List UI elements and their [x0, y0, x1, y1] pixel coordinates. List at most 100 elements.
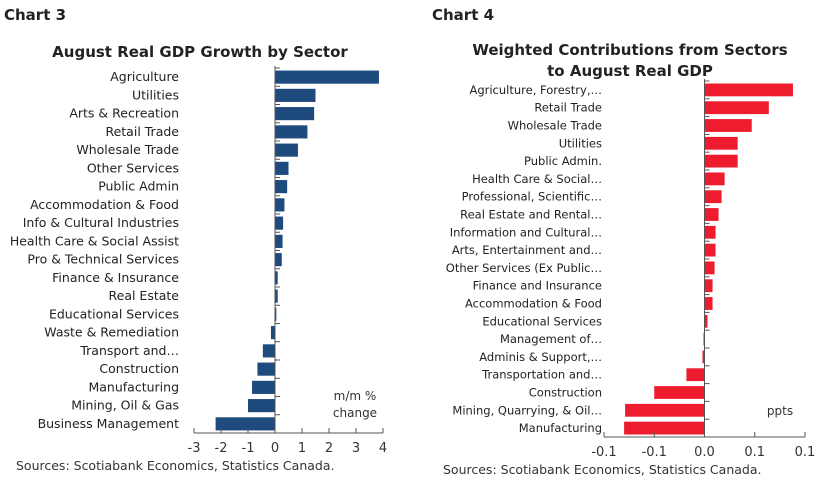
category-label: Waste & Remediation: [44, 325, 179, 340]
bar-0-12: [275, 289, 278, 303]
bar-1-2: [704, 119, 752, 132]
x-tick-label: -1: [242, 441, 255, 456]
chart4-source: Sources: Scotiabank Economics, Statistic…: [443, 462, 762, 477]
bar-0-4: [275, 143, 298, 157]
category-label: Accommodation & Food: [465, 297, 602, 311]
category-label: Pro & Technical Services: [27, 252, 179, 267]
chart3-title: August Real GDP Growth by Sector: [52, 43, 348, 61]
bar-0-19: [215, 417, 275, 431]
bar-0-2: [275, 107, 315, 121]
category-label: Mining, Quarrying, & Oil…: [452, 403, 602, 417]
category-label: Business Management: [38, 416, 180, 431]
category-label: Adminis & Support,…: [479, 350, 602, 364]
x-tick-label: 3: [352, 441, 360, 456]
chart3-source: Sources: Scotiabank Economics, Statistic…: [16, 458, 335, 473]
chart4-unit: ppts: [766, 404, 794, 418]
bar-0-16: [257, 362, 275, 376]
bar-0-11: [275, 271, 278, 285]
category-label: Construction: [99, 361, 179, 376]
category-label: Educational Services: [482, 314, 602, 328]
category-label: Public Admin: [98, 179, 179, 194]
bar-1-10: [704, 261, 715, 275]
bar-1-1: [704, 101, 769, 115]
category-label: Wholesale Trade: [76, 142, 179, 157]
bar-0-7: [275, 198, 285, 212]
x-tick-label: 0.1: [795, 445, 816, 460]
category-label: Finance & Insurance: [52, 270, 179, 285]
chart4-title: Weighted Contributions from Sectors to A…: [472, 41, 788, 80]
x-tick-label: -0.1: [591, 445, 616, 460]
bar-1-14: [703, 332, 705, 346]
x-tick-label: 0: [271, 441, 279, 456]
category-label: Retail Trade: [105, 124, 179, 139]
category-label: Info & Cultural Industries: [23, 215, 179, 230]
bar-1-5: [704, 172, 725, 186]
bar-1-8: [704, 225, 716, 239]
x-tick-label: -0.1: [642, 445, 667, 460]
bar-1-11: [704, 279, 713, 293]
category-label: Utilities: [132, 87, 179, 102]
x-tick-label: -2: [215, 441, 228, 456]
bar-1-7: [704, 208, 719, 221]
category-label: Other Services: [87, 160, 179, 175]
bar-1-18: [625, 403, 705, 417]
bar-1-0: [704, 83, 793, 97]
x-tick-label: 1: [298, 441, 306, 456]
category-label: Health Care & Social…: [472, 172, 602, 186]
category-label: Mining, Oil & Gas: [71, 398, 179, 413]
category-label: Arts & Recreation: [69, 106, 179, 121]
bar-1-3: [704, 136, 738, 150]
bar-1-13: [704, 314, 708, 328]
bar-1-17: [654, 386, 705, 399]
category-label: Agriculture, Forestry,…: [469, 83, 602, 97]
category-label: Retail Trade: [534, 101, 602, 115]
bar-1-19: [624, 421, 705, 435]
category-label: Agriculture: [110, 69, 179, 84]
category-label: Manufacturing: [88, 379, 179, 394]
bar-1-15: [702, 350, 705, 364]
x-tick-label: 4: [379, 441, 387, 456]
bar-1-12: [704, 297, 713, 310]
x-tick-label: 2: [325, 441, 333, 456]
category-label: Public Admin.: [524, 154, 602, 168]
category-label: Construction: [529, 386, 602, 400]
bar-0-5: [275, 161, 289, 175]
category-label: Manufacturing: [519, 421, 602, 435]
bar-0-9: [275, 234, 283, 248]
bar-0-14: [270, 326, 275, 340]
chart4-label: Chart 4: [432, 6, 495, 24]
x-tick-label: 0.0: [694, 445, 715, 460]
category-label: Arts, Entertainment and…: [452, 243, 602, 257]
bar-1-9: [704, 243, 716, 257]
chart3-unit: m/m % change: [332, 389, 378, 420]
category-label: Real Estate and Rental…: [460, 208, 602, 222]
category-label: Transportation and…: [481, 368, 602, 382]
bar-0-10: [275, 253, 282, 267]
bar-1-6: [704, 190, 722, 204]
bar-0-15: [262, 344, 275, 358]
bar-0-6: [275, 180, 288, 194]
category-label: Information and Cultural…: [450, 225, 602, 239]
category-label: Professional, Scientific…: [462, 190, 602, 204]
category-label: Health Care & Social Assist: [10, 233, 179, 248]
bar-0-13: [275, 307, 277, 321]
bar-0-0: [275, 70, 379, 84]
x-tick-label: -3: [188, 441, 201, 456]
category-label: Management of…: [500, 332, 602, 346]
category-label: Utilities: [559, 136, 602, 150]
category-label: Accommodation & Food: [30, 197, 179, 212]
bar-0-8: [275, 216, 284, 230]
bar-0-18: [248, 399, 275, 413]
bar-0-17: [252, 380, 275, 394]
bar-0-3: [275, 125, 308, 139]
bar-1-16: [686, 368, 705, 382]
category-label: Transport and…: [79, 343, 179, 358]
category-label: Finance and Insurance: [473, 279, 602, 293]
x-tick-label: 0.1: [744, 445, 765, 460]
category-label: Other Services (Ex Public…: [446, 261, 602, 275]
bar-0-1: [275, 88, 316, 102]
category-label: Wholesale Trade: [508, 119, 602, 133]
category-label: Real Estate: [109, 288, 180, 303]
bar-1-4: [704, 154, 738, 168]
